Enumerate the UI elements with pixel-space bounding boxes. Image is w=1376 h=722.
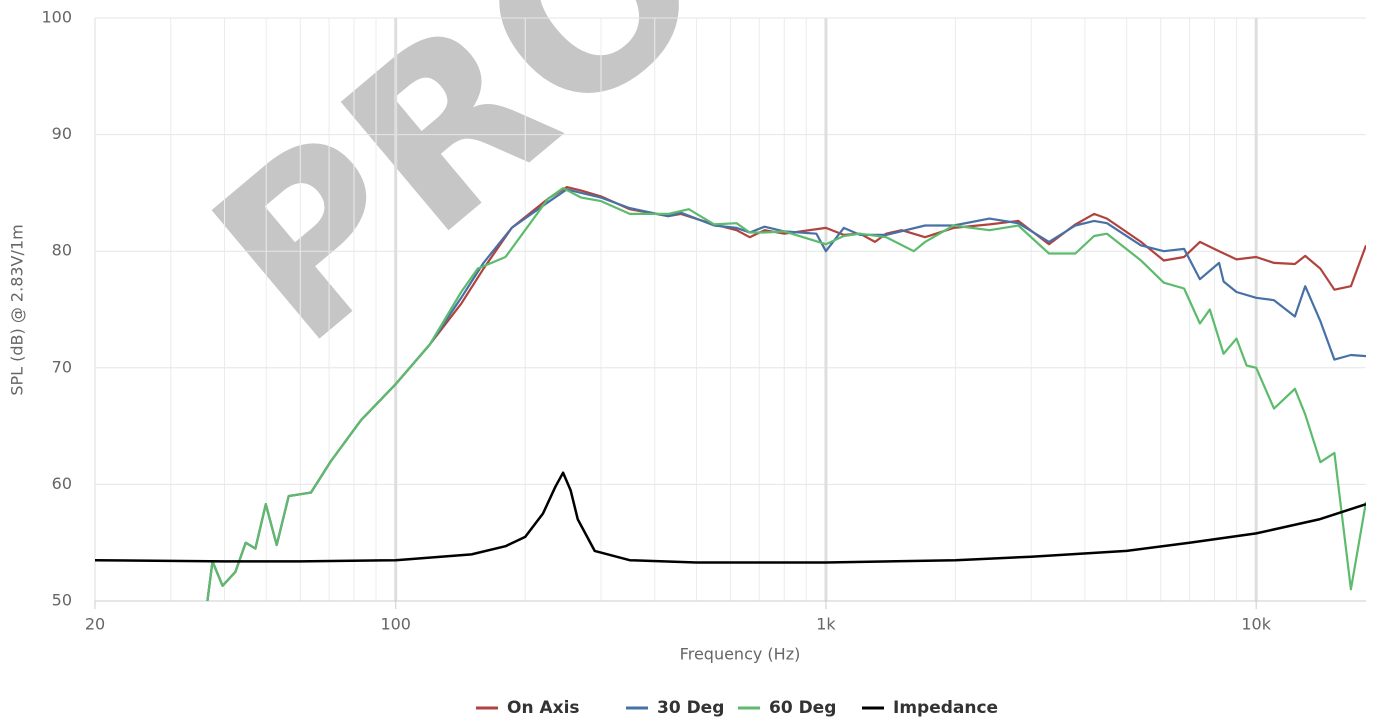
watermark: PRO xyxy=(167,0,753,394)
y-tick-label: 90 xyxy=(52,124,72,143)
y-tick-label: 50 xyxy=(52,591,72,610)
legend-text: Impedance xyxy=(893,698,998,718)
series-line xyxy=(206,187,1366,602)
legend-text: 60 Deg xyxy=(769,698,836,718)
y-tick-label: 100 xyxy=(41,8,72,27)
legend-text: On Axis xyxy=(507,698,580,718)
x-tick-label: 20 xyxy=(85,615,105,634)
y-tick-label: 70 xyxy=(52,357,72,376)
series-line xyxy=(95,471,1366,564)
y-tick-label: 80 xyxy=(52,241,72,260)
x-axis-label: Frequency (Hz) xyxy=(680,645,801,664)
y-tick-label: 60 xyxy=(52,474,72,493)
legend-text: 30 Deg xyxy=(657,698,724,718)
y-axis-label: SPL (dB) @ 2.83V/1m xyxy=(8,224,27,395)
x-tick-label: 10k xyxy=(1241,615,1271,634)
x-tick-label: 100 xyxy=(380,615,411,634)
x-tick-label: 1k xyxy=(816,615,836,634)
